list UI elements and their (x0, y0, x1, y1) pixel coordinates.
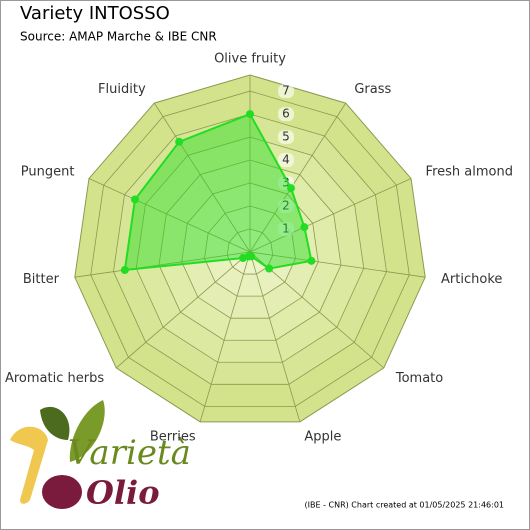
tick-bg (278, 107, 294, 122)
data-point (307, 256, 316, 265)
axis-label: Aromatic herbs (5, 371, 104, 386)
axis-label: Fresh almond (426, 164, 513, 179)
axis-spoke (249, 251, 301, 422)
data-point (287, 184, 296, 193)
y-tick-label: 5 (282, 130, 290, 144)
axis-spoke (249, 102, 347, 253)
tick-bg (278, 84, 294, 99)
radar-grid (74, 74, 426, 423)
y-tick-label: 2 (282, 199, 290, 213)
tick-bg (278, 199, 294, 214)
data-point (239, 254, 248, 263)
axis-label: Olive fruity (214, 52, 286, 67)
axis-label: Apple (304, 430, 341, 445)
leaf (40, 406, 70, 440)
leaf (69, 400, 105, 462)
footer: (IBE - CNR) Chart created at 01/05/2025 … (305, 501, 505, 510)
logo: Varietà Olio (10, 400, 191, 512)
data-point (265, 264, 274, 273)
y-tick-label: 7 (282, 84, 290, 98)
tick-bg (278, 153, 294, 168)
tick-bg (278, 130, 294, 145)
y-tick-label: 1 (282, 222, 290, 236)
axis-label: Grass (354, 82, 391, 97)
olive (42, 475, 82, 509)
data-point (120, 265, 129, 274)
axis-spoke (249, 251, 426, 278)
axis-spoke (74, 251, 251, 278)
data-point (175, 137, 184, 146)
axis-spoke (199, 251, 251, 422)
axis-label: Tomato (395, 371, 443, 386)
y-tick-label: 6 (282, 107, 290, 121)
data-point (300, 223, 309, 232)
axis-spoke (249, 251, 385, 369)
y-tick-label: 4 (282, 153, 290, 167)
y-tick-label: 3 (282, 176, 290, 190)
data-point (130, 195, 139, 204)
axis-label: Berries (150, 430, 196, 445)
axis-label: Bitter (23, 272, 60, 287)
data-point (246, 110, 254, 119)
numeral (10, 426, 48, 504)
axis-spoke (115, 251, 251, 369)
logo-text: Varietà (68, 433, 191, 473)
axis-label: Artichoke (441, 272, 502, 287)
axis-spoke (249, 178, 412, 253)
tick-bg (278, 222, 294, 237)
logo-text: Olio (86, 474, 160, 512)
axis-label: Fluidity (98, 82, 146, 97)
chart-title: Variety INTOSSO (20, 3, 170, 24)
axis-spoke (88, 178, 251, 253)
chart-subtitle: Source: AMAP Marche & IBE CNR (20, 30, 217, 44)
axis-label: Pungent (21, 164, 75, 179)
axis-spoke (153, 102, 251, 253)
